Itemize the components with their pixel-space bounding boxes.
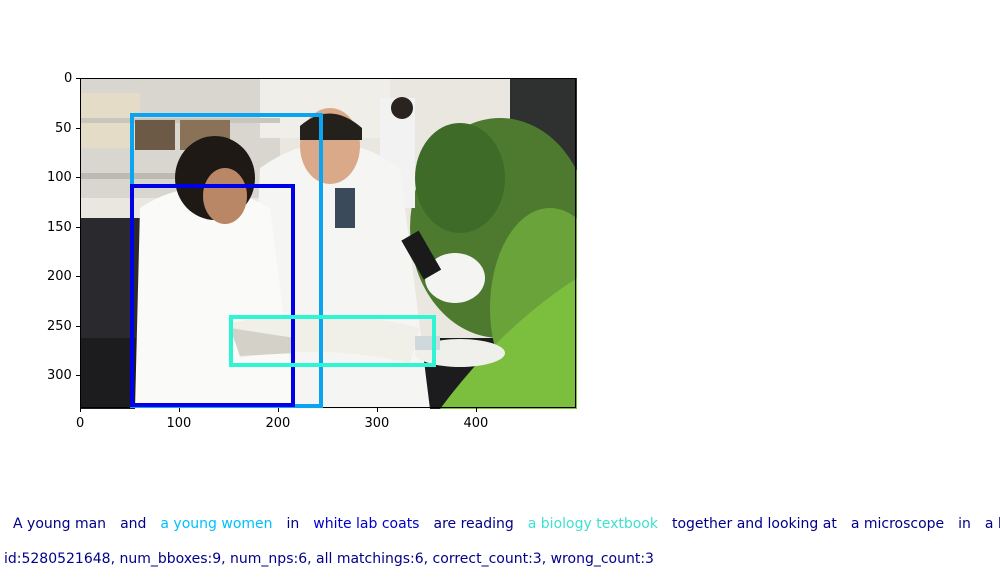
bbox-blue xyxy=(130,184,295,407)
y-tick-label: 150 xyxy=(47,219,72,235)
x-tick-label: 0 xyxy=(76,416,85,431)
x-tick xyxy=(377,408,378,412)
caption-phrase: a lab xyxy=(984,516,1000,532)
y-tick xyxy=(76,375,80,376)
y-tick xyxy=(76,78,80,79)
x-tick-label: 400 xyxy=(463,416,489,431)
x-tick xyxy=(278,408,279,412)
x-tick xyxy=(80,408,81,412)
y-tick xyxy=(76,226,80,228)
caption-phrase: a biology textbook xyxy=(527,516,658,532)
caption-phrase: white lab coats xyxy=(313,516,420,532)
y-tick-label: 50 xyxy=(55,120,72,136)
caption-phrase: in xyxy=(958,516,971,532)
x-tick xyxy=(179,408,180,412)
x-tick xyxy=(476,408,477,412)
bbox-cyan xyxy=(229,315,436,367)
y-tick-label: 250 xyxy=(47,318,72,334)
caption: A young man and a young women in white lab c… xyxy=(0,516,1000,532)
y-tick-label: 200 xyxy=(47,269,72,284)
y-tick xyxy=(76,177,80,178)
caption-phrase: A young man xyxy=(13,516,107,532)
y-tick-label: 0 xyxy=(64,71,73,86)
lab-photo xyxy=(80,78,577,409)
y-tick-label: 100 xyxy=(47,170,72,185)
caption-phrase: together and looking at xyxy=(671,516,837,532)
y-tick xyxy=(76,127,80,129)
caption-phrase: a microscope xyxy=(850,516,945,532)
caption-phrase: a young women xyxy=(160,516,273,532)
x-tick-label: 300 xyxy=(364,416,390,431)
x-tick-label: 200 xyxy=(265,416,291,431)
caption-phrase: are reading xyxy=(433,516,514,532)
x-tick-label: 100 xyxy=(166,416,192,431)
caption-phrase: in xyxy=(286,516,300,532)
y-tick-label: 300 xyxy=(47,368,72,383)
y-tick xyxy=(76,276,80,277)
caption-phrase: and xyxy=(120,516,147,532)
stats-line: id:5280521648, num_bboxes:9, num_nps:6, … xyxy=(4,551,654,567)
y-tick xyxy=(76,325,80,327)
